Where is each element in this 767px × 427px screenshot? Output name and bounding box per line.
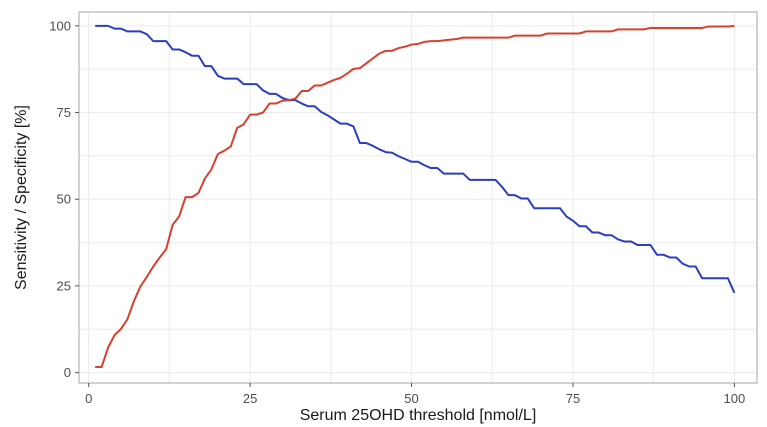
x-tick-label: 25: [243, 391, 257, 406]
x-tick-label: 100: [724, 391, 746, 406]
y-tick-label: 0: [64, 365, 71, 380]
y-tick-label: 25: [57, 278, 71, 293]
plot-panel-border: [78, 11, 758, 384]
x-tick-label: 75: [566, 391, 580, 406]
x-tick-label: 50: [404, 391, 418, 406]
x-axis-title: Serum 25OHD threshold [nmol/L]: [300, 407, 537, 424]
y-tick-label: 75: [57, 105, 71, 120]
y-axis-title: Sensitivity / Specificity [%]: [13, 105, 30, 290]
series-line-2: [95, 24, 735, 369]
y-tick-label: 100: [49, 18, 71, 33]
y-tick-label: 50: [57, 192, 71, 207]
axis-ticks: 0 25 50 75 100 0 25 50 75 100: [49, 18, 745, 406]
series-line-1: [95, 24, 736, 294]
series-layer: [95, 24, 736, 369]
grid: [79, 12, 757, 383]
x-tick-label: 0: [85, 391, 92, 406]
